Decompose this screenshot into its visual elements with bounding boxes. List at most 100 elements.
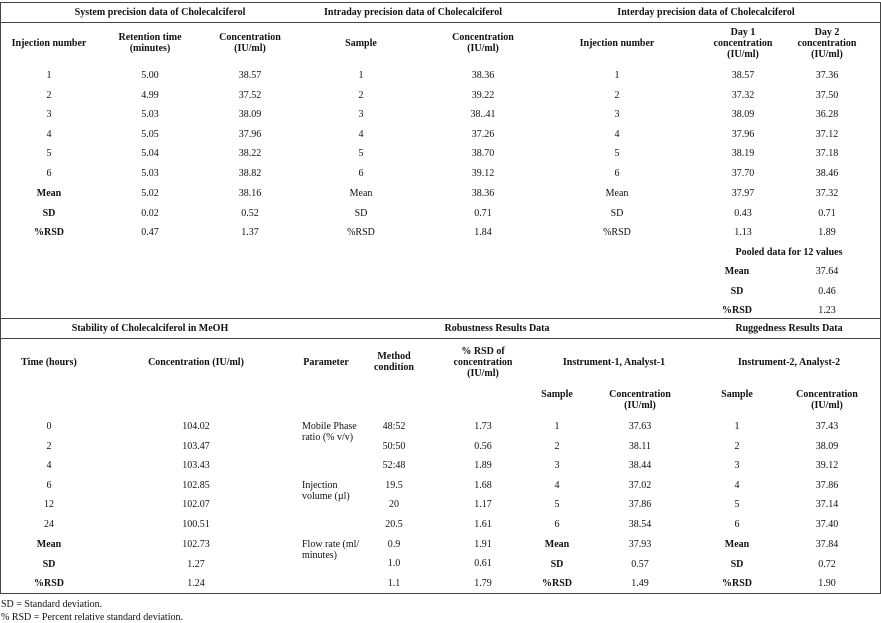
table-cell: 5 bbox=[614, 148, 620, 160]
rob-param-mobile-phase: Mobile Phase ratio (% v/v) bbox=[302, 421, 357, 443]
rob-param-flow-rate: Flow rate (ml/ minutes) bbox=[302, 539, 360, 561]
table-cell: 1.61 bbox=[474, 519, 492, 530]
table-cell: 24 bbox=[44, 519, 54, 530]
footnote-rsd: % RSD = Percent relative standard deviat… bbox=[1, 612, 183, 623]
stab-header-time: Time (hours) bbox=[21, 357, 77, 368]
table-cell: 37.70 bbox=[731, 168, 755, 179]
table-cell: 4 bbox=[614, 128, 620, 140]
stat-cell: 1.37 bbox=[241, 227, 259, 239]
table-cell: 1 bbox=[614, 70, 620, 81]
stat-cell: 0.52 bbox=[241, 207, 259, 219]
table-cell: 52:48 bbox=[382, 460, 406, 472]
table-cell: 4.99 bbox=[141, 89, 159, 101]
table-cell: 1 bbox=[734, 421, 740, 432]
table-cell: 2 bbox=[358, 89, 364, 101]
table-cell: 38.70 bbox=[471, 148, 495, 160]
table-cell: 37.32 bbox=[731, 89, 755, 101]
rob-header-method: Method condition bbox=[373, 351, 414, 373]
stat-cell: 1.24 bbox=[187, 578, 205, 590]
table-cell: 38.44 bbox=[628, 460, 652, 472]
table-cell: 38.09 bbox=[731, 109, 755, 121]
stat-cell: %RSD bbox=[33, 578, 65, 590]
stat-cell: %RSD bbox=[347, 227, 375, 239]
table-cell: 38.57 bbox=[238, 70, 262, 81]
table-cell: 19.5 bbox=[385, 479, 403, 491]
stat-cell: SD bbox=[42, 558, 56, 570]
table-cell: 102.85 bbox=[182, 479, 210, 491]
table-cell: 39.22 bbox=[471, 89, 495, 101]
table-cell: 103.47 bbox=[182, 440, 210, 452]
stat-cell: 0.43 bbox=[734, 207, 752, 219]
table-cell: 37.14 bbox=[815, 499, 839, 511]
stat-cell: SD bbox=[42, 207, 56, 219]
stat-cell: 0.72 bbox=[818, 558, 836, 570]
table-cell: 37.52 bbox=[238, 89, 262, 101]
stat-cell: Mean bbox=[349, 188, 373, 199]
stat-cell: Mean bbox=[544, 539, 570, 550]
table-cell: 0.56 bbox=[474, 440, 492, 452]
stat-cell: 37.84 bbox=[815, 539, 839, 550]
stat-cell: 37.97 bbox=[731, 188, 755, 199]
table-cell: 4 bbox=[46, 460, 52, 472]
stat-cell: SD bbox=[610, 207, 624, 219]
table-cell: 38.36 bbox=[471, 70, 495, 81]
table-cell: 5.03 bbox=[141, 109, 159, 121]
table-cell: 0.61 bbox=[474, 558, 492, 570]
left-border bbox=[0, 2, 1, 593]
stat-cell: SD bbox=[354, 207, 368, 219]
stat-cell: Mean bbox=[724, 266, 750, 277]
stat-cell: Mean bbox=[724, 539, 750, 550]
table-cell: 39.12 bbox=[815, 460, 839, 472]
rob-header-parameter: Parameter bbox=[303, 357, 349, 368]
stat-cell: 1.13 bbox=[734, 227, 752, 239]
footnote-sd: SD = Standard deviation. bbox=[1, 599, 103, 610]
stat-cell: SD bbox=[730, 285, 744, 297]
sys-header-retention: Retention time (minutes) bbox=[118, 32, 182, 54]
table-cell: 37.96 bbox=[238, 128, 262, 140]
table-cell: 38.82 bbox=[238, 168, 262, 179]
table-cell: 4 bbox=[734, 479, 740, 491]
stat-cell: 1.84 bbox=[474, 227, 492, 239]
table-cell: 4 bbox=[554, 479, 560, 491]
stat-cell: 1.27 bbox=[187, 558, 205, 570]
table-cell: 5 bbox=[554, 499, 560, 511]
stab-header-concentration: Concentration (IU/ml) bbox=[148, 357, 244, 368]
section-divider bbox=[0, 318, 881, 319]
table-cell: 20.5 bbox=[385, 519, 403, 530]
table-cell: 37.86 bbox=[815, 479, 839, 491]
robustness-title: Robustness Results Data bbox=[444, 323, 550, 334]
table-cell: 38.19 bbox=[731, 148, 755, 160]
top-border bbox=[0, 2, 881, 3]
intra-header-concentration: Concentration (IU/ml) bbox=[452, 32, 514, 54]
table-cell: 1.1 bbox=[387, 577, 401, 589]
table-cell: 1.91 bbox=[474, 538, 492, 550]
table-cell: 37.86 bbox=[628, 499, 652, 511]
stat-cell: 38.16 bbox=[238, 188, 262, 199]
stat-cell: 1.90 bbox=[818, 578, 836, 590]
stat-cell: %RSD bbox=[721, 305, 753, 317]
table-cell: 5 bbox=[358, 148, 364, 160]
table-cell: 39.12 bbox=[471, 168, 495, 179]
table-cell: 5 bbox=[734, 499, 740, 511]
stat-cell: 37.64 bbox=[815, 266, 839, 277]
table-cell: 37.96 bbox=[731, 128, 755, 140]
table-cell: 5.03 bbox=[141, 168, 159, 179]
stat-cell: %RSD bbox=[721, 578, 753, 590]
stat-cell: SD bbox=[550, 558, 564, 570]
table-cell: 1.79 bbox=[474, 577, 492, 589]
sys-header-concentration: Concentration (IU/ml) bbox=[219, 32, 281, 54]
table-cell: 1 bbox=[46, 70, 52, 81]
table-cell: 0.9 bbox=[387, 538, 401, 550]
stat-cell: %RSD bbox=[33, 227, 65, 239]
stat-cell: 0.47 bbox=[141, 227, 159, 239]
table-cell: 2 bbox=[734, 440, 740, 452]
table-cell: 2 bbox=[46, 89, 52, 101]
table-cell: 5 bbox=[46, 148, 52, 160]
table-cell: 38.57 bbox=[731, 70, 755, 81]
table-cell: 3 bbox=[358, 109, 364, 121]
table-cell: 37.36 bbox=[815, 70, 839, 81]
table-cell: 102.07 bbox=[182, 499, 210, 511]
table-cell: 38.54 bbox=[628, 519, 652, 530]
table-cell: 1 bbox=[358, 70, 364, 81]
table-cell: 36.28 bbox=[815, 109, 839, 121]
